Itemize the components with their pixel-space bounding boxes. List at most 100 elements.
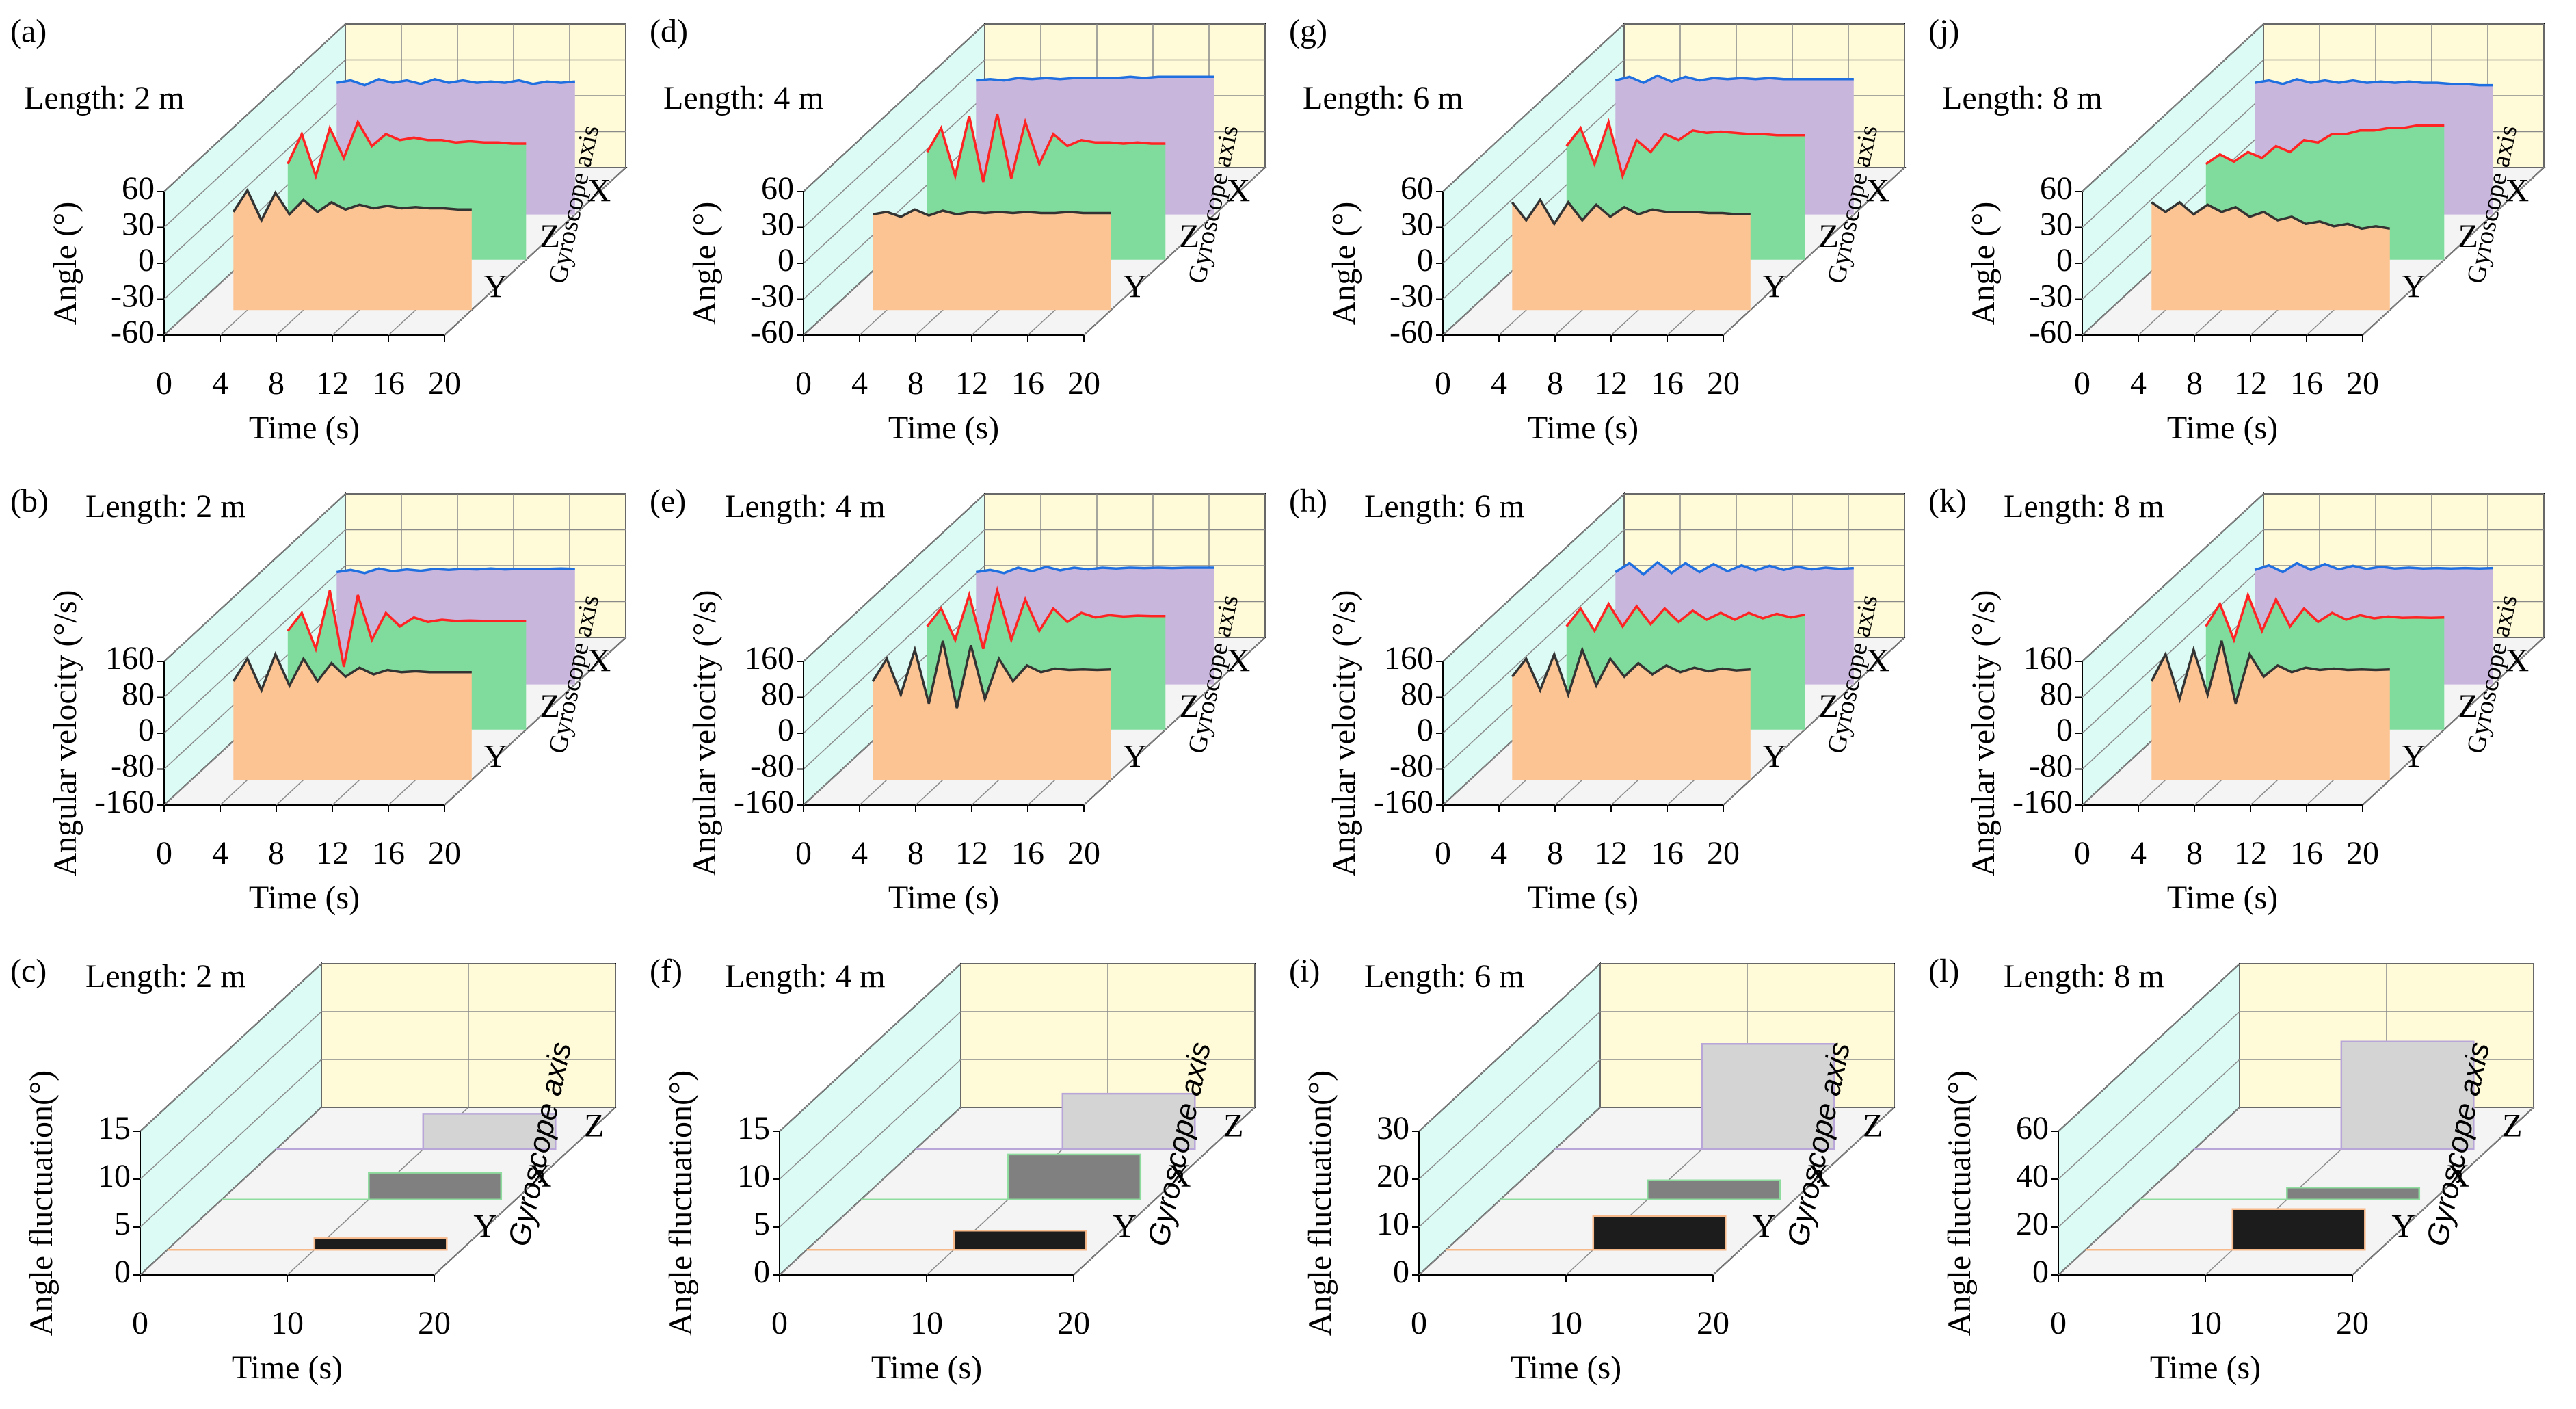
- y-axis-label: Angular velocity (°/s): [1326, 590, 1362, 876]
- axis-category-label: X: [587, 643, 611, 679]
- subtitle: Length: 6 m: [1364, 958, 1525, 995]
- x-axis-label: Time (s): [2150, 1349, 2261, 1386]
- subtitle: Length: 8 m: [1942, 80, 2103, 116]
- y-tick-label: -160: [2013, 784, 2073, 820]
- line: [1511, 198, 1751, 226]
- y-tick-label: 0: [1417, 242, 1433, 278]
- grid-line: [779, 1059, 961, 1228]
- subtitle: Length: 8 m: [2004, 958, 2164, 995]
- line: [871, 640, 1111, 709]
- x-axis-label: Time (s): [232, 1349, 343, 1386]
- x-tick-label: 20: [2346, 365, 2379, 401]
- axis-category-label: Y: [1123, 738, 1147, 774]
- area: [873, 209, 1111, 311]
- grid-line: [1712, 1107, 1895, 1276]
- y-tick-label: 0: [2056, 242, 2073, 278]
- bar: [422, 1113, 557, 1150]
- axis-category-label: Z: [584, 1107, 604, 1144]
- x-tick-label: 0: [1435, 365, 1451, 401]
- area: [873, 640, 1111, 780]
- axis-category-label: Y: [1113, 1208, 1137, 1244]
- x-tick-label: 12: [1595, 835, 1628, 871]
- subtitle: Length: 4 m: [725, 958, 886, 995]
- x-tick-label: 16: [1651, 365, 1684, 401]
- grid-line: [1442, 95, 1625, 264]
- x-tick-label: 20: [2336, 1305, 2369, 1341]
- subtitle: Length: 8 m: [2004, 488, 2164, 525]
- line: [336, 77, 575, 87]
- y-tick-label: -80: [1390, 748, 1433, 785]
- subtitle: Length: 2 m: [85, 958, 246, 995]
- y-tick-label: 30: [2040, 207, 2073, 243]
- grid-line: [803, 565, 985, 734]
- panel-label: (b): [10, 483, 49, 519]
- grid-line: [1442, 493, 1625, 662]
- x-tick-label: 10: [910, 1305, 943, 1341]
- x-tick-label: 10: [1550, 1305, 1582, 1341]
- grid-line: [163, 59, 346, 228]
- x-tick-label: 20: [2346, 835, 2379, 871]
- grid-line: [2362, 637, 2545, 806]
- x-tick-label: 20: [1067, 365, 1100, 401]
- x-tick-label: 12: [316, 365, 349, 401]
- x-tick-label: 12: [1595, 365, 1628, 401]
- panel-label: (a): [10, 13, 47, 49]
- y-tick-label: 0: [138, 242, 155, 278]
- area: [233, 190, 472, 311]
- line: [873, 208, 1111, 218]
- line: [976, 75, 1214, 82]
- bar: [313, 1237, 448, 1251]
- x-axis-label: Time (s): [1511, 1349, 1621, 1386]
- area: [233, 654, 472, 780]
- grid-line: [1442, 565, 1625, 734]
- grid-line: [1723, 637, 1905, 806]
- y-tick-label: 80: [122, 676, 155, 713]
- x-tick-label: 16: [2290, 365, 2323, 401]
- y-tick-label: -160: [1373, 784, 1433, 820]
- x-tick-label: 0: [156, 365, 172, 401]
- grid-line: [2058, 1059, 2240, 1228]
- y-tick-label: 60: [2016, 1110, 2049, 1146]
- y-tick-label: -30: [2029, 278, 2073, 315]
- axis-category-label: X: [1226, 643, 1250, 679]
- grid-line: [1083, 637, 1266, 806]
- y-tick-label: 30: [761, 207, 794, 243]
- grid-line: [2082, 95, 2264, 264]
- axis-category-label: Y: [2402, 738, 2426, 774]
- y-tick-label: 10: [737, 1158, 770, 1194]
- line: [287, 119, 527, 181]
- line: [1565, 118, 1805, 180]
- grid-line: [2082, 565, 2264, 734]
- x-tick-label: 12: [955, 835, 988, 871]
- x-tick-label: 0: [2074, 835, 2090, 871]
- grid-line: [803, 23, 985, 192]
- area: [1512, 649, 1751, 780]
- y-tick-label: -160: [734, 784, 794, 820]
- y-tick-label: 160: [2023, 640, 2073, 676]
- y-axis-label: Angular velocity (°/s): [47, 590, 83, 876]
- bar: [1061, 1092, 1196, 1150]
- grid-line: [140, 1011, 322, 1180]
- x-tick-label: 20: [1057, 1305, 1090, 1341]
- y-tick-label: 0: [1417, 712, 1433, 748]
- grid-line: [434, 1107, 616, 1276]
- y-tick-label: -80: [750, 748, 794, 785]
- x-tick-label: 8: [268, 365, 284, 401]
- panel-label: (i): [1289, 953, 1320, 989]
- axis-category-label: X: [528, 1158, 552, 1194]
- x-tick-label: 4: [2130, 835, 2147, 871]
- y-tick-label: 0: [114, 1254, 131, 1290]
- grid-line: [163, 23, 346, 192]
- x-tick-label: 12: [2234, 365, 2267, 401]
- x-tick-label: 20: [428, 365, 461, 401]
- axis-category-label: Y: [1123, 268, 1147, 304]
- x-tick-label: 0: [2050, 1305, 2067, 1341]
- y-tick-label: -60: [750, 314, 794, 350]
- axis-category-label: X: [1807, 1158, 1831, 1194]
- x-tick-label: 16: [2290, 835, 2323, 871]
- x-tick-label: 16: [372, 835, 405, 871]
- y-tick-label: -60: [1390, 314, 1433, 350]
